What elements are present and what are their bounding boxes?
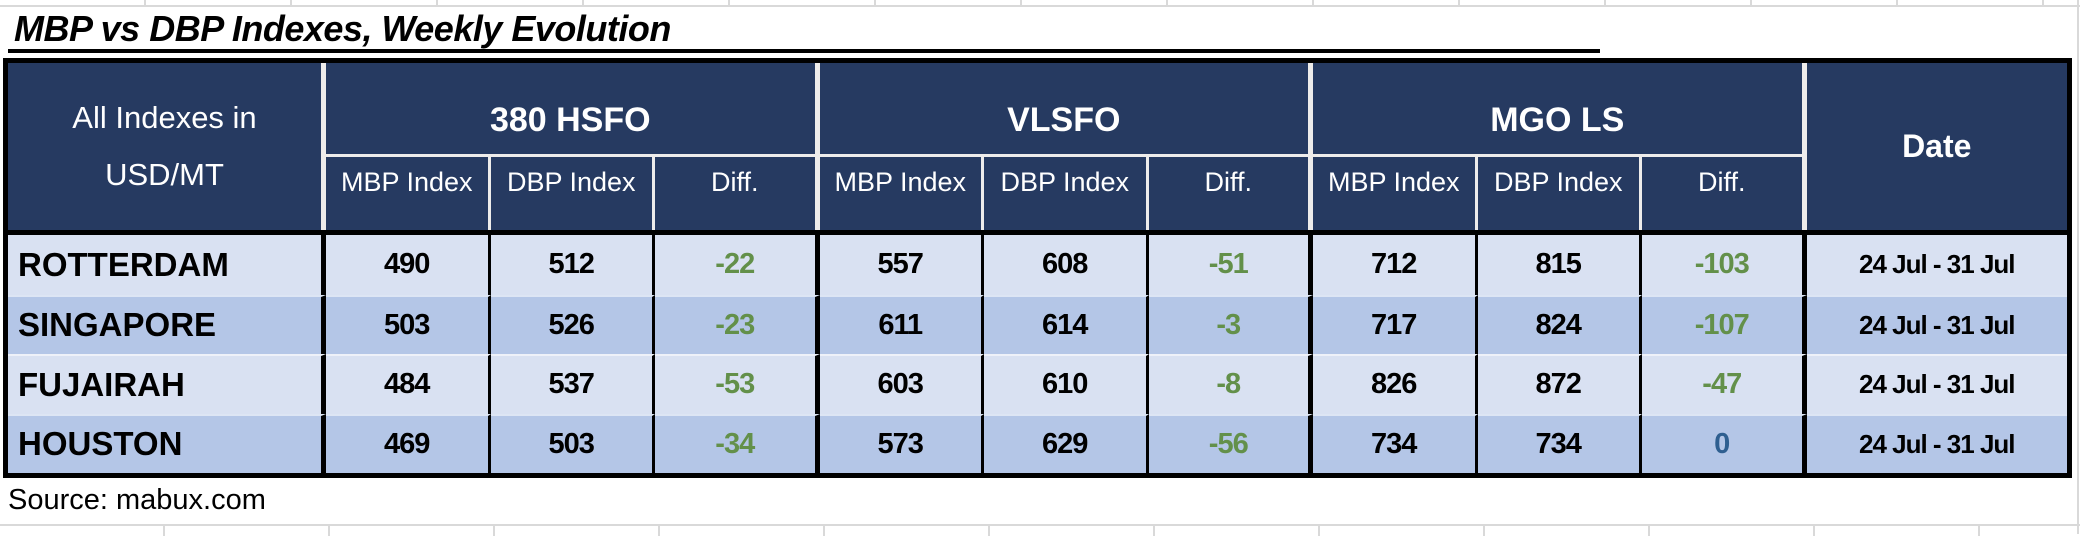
cell-singapore-mgo-dbp[interactable]: 824 — [1477, 294, 1642, 354]
row-label-fujairah[interactable]: FUJAIRAH — [8, 354, 326, 414]
subheader-hsfo-diff[interactable]: Diff. — [655, 157, 820, 230]
cell-houston-hsfo-diff[interactable]: -34 — [655, 413, 820, 473]
subheader-vlsfo-dbp[interactable]: DBP Index — [984, 157, 1149, 230]
corner-header-line1: All Indexes in — [72, 100, 257, 136]
row-label-singapore[interactable]: SINGAPORE — [8, 294, 326, 354]
cell-fujairah-hsfo-dbp[interactable]: 537 — [490, 354, 655, 414]
row-label-houston[interactable]: HOUSTON — [8, 413, 326, 473]
cell-houston-date[interactable]: 24 Jul - 31 Jul — [1806, 413, 2067, 473]
cell-rotterdam-vlsfo-diff[interactable]: -51 — [1148, 235, 1313, 295]
group-header-mgo-ls[interactable]: MGO LS — [1313, 63, 1807, 157]
cell-fujairah-hsfo-mbp[interactable]: 484 — [326, 354, 491, 414]
subheader-vlsfo-mbp[interactable]: MBP Index — [819, 157, 984, 230]
cell-singapore-date[interactable]: 24 Jul - 31 Jul — [1806, 294, 2067, 354]
cell-singapore-mgo-diff[interactable]: -107 — [1642, 294, 1807, 354]
table-title: MBP vs DBP Indexes, Weekly Evolution — [14, 8, 671, 49]
cell-singapore-hsfo-mbp[interactable]: 503 — [326, 294, 491, 354]
cell-singapore-vlsfo-diff[interactable]: -3 — [1148, 294, 1313, 354]
cell-singapore-vlsfo-mbp[interactable]: 611 — [819, 294, 984, 354]
source-attribution: Source: mabux.com — [8, 484, 266, 516]
cell-singapore-vlsfo-dbp[interactable]: 614 — [984, 294, 1149, 354]
cell-houston-mgo-diff[interactable]: 0 — [1642, 413, 1807, 473]
cell-rotterdam-mgo-diff[interactable]: -103 — [1642, 235, 1807, 295]
cell-fujairah-mgo-dbp[interactable]: 872 — [1477, 354, 1642, 414]
cell-fujairah-hsfo-diff[interactable]: -53 — [655, 354, 820, 414]
cell-rotterdam-hsfo-dbp[interactable]: 512 — [490, 235, 655, 295]
subheader-mgo-mbp[interactable]: MBP Index — [1313, 157, 1478, 230]
spreadsheet-gridlines-bottom — [0, 524, 2080, 536]
cell-fujairah-vlsfo-mbp[interactable]: 603 — [819, 354, 984, 414]
cell-singapore-mgo-mbp[interactable]: 717 — [1313, 294, 1478, 354]
cell-houston-vlsfo-dbp[interactable]: 629 — [984, 413, 1149, 473]
cell-rotterdam-mgo-mbp[interactable]: 712 — [1313, 235, 1478, 295]
date-column-header[interactable]: Date — [1806, 63, 2067, 230]
subheader-hsfo-dbp[interactable]: DBP Index — [490, 157, 655, 230]
row-label-rotterdam[interactable]: ROTTERDAM — [8, 235, 326, 295]
indexes-table: All Indexes in USD/MT 380 HSFO VLSFO MGO… — [3, 58, 2072, 478]
cell-houston-vlsfo-diff[interactable]: -56 — [1148, 413, 1313, 473]
cell-singapore-hsfo-diff[interactable]: -23 — [655, 294, 820, 354]
cell-fujairah-mgo-diff[interactable]: -47 — [1642, 354, 1807, 414]
group-header-vlsfo[interactable]: VLSFO — [819, 63, 1313, 157]
cell-houston-mgo-dbp[interactable]: 734 — [1477, 413, 1642, 473]
cell-fujairah-vlsfo-diff[interactable]: -8 — [1148, 354, 1313, 414]
cell-rotterdam-vlsfo-mbp[interactable]: 557 — [819, 235, 984, 295]
subheader-mgo-diff[interactable]: Diff. — [1642, 157, 1807, 230]
cell-fujairah-date[interactable]: 24 Jul - 31 Jul — [1806, 354, 2067, 414]
cell-houston-vlsfo-mbp[interactable]: 573 — [819, 413, 984, 473]
cell-houston-mgo-mbp[interactable]: 734 — [1313, 413, 1478, 473]
subheader-vlsfo-diff[interactable]: Diff. — [1148, 157, 1313, 230]
corner-header-line2: USD/MT — [105, 156, 224, 192]
cell-fujairah-mgo-mbp[interactable]: 826 — [1313, 354, 1478, 414]
header-divider — [8, 230, 2067, 235]
cell-rotterdam-date[interactable]: 24 Jul - 31 Jul — [1806, 235, 2067, 295]
cell-rotterdam-mgo-dbp[interactable]: 815 — [1477, 235, 1642, 295]
cell-houston-hsfo-dbp[interactable]: 503 — [490, 413, 655, 473]
spreadsheet-gridline-right — [2077, 0, 2079, 534]
cell-rotterdam-hsfo-mbp[interactable]: 490 — [326, 235, 491, 295]
subheader-hsfo-mbp[interactable]: MBP Index — [326, 157, 491, 230]
cell-fujairah-vlsfo-dbp[interactable]: 610 — [984, 354, 1149, 414]
cell-rotterdam-hsfo-diff[interactable]: -22 — [655, 235, 820, 295]
cell-houston-hsfo-mbp[interactable]: 469 — [326, 413, 491, 473]
title-underline — [8, 49, 1600, 53]
cell-singapore-hsfo-dbp[interactable]: 526 — [490, 294, 655, 354]
corner-header-cell[interactable]: All Indexes in USD/MT — [8, 63, 326, 230]
cell-rotterdam-vlsfo-dbp[interactable]: 608 — [984, 235, 1149, 295]
spreadsheet-gridlines-top — [0, 0, 2080, 7]
group-header-380-hsfo[interactable]: 380 HSFO — [326, 63, 820, 157]
subheader-mgo-dbp[interactable]: DBP Index — [1477, 157, 1642, 230]
